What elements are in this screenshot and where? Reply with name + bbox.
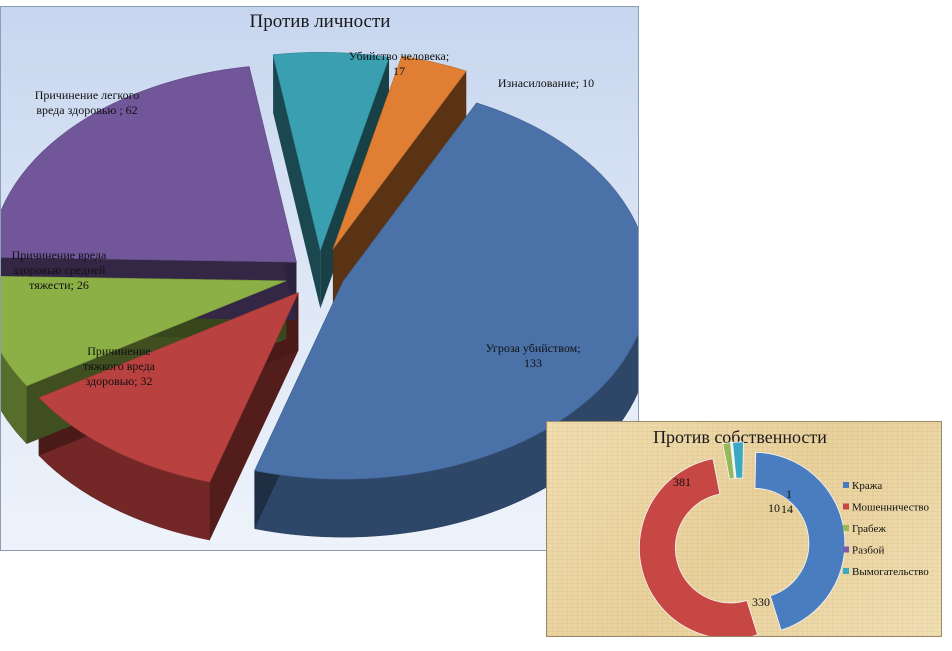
data-label-причинение-легкого-вреда-здоровью: Причинение легкого вреда здоровью ; 62 — [35, 88, 140, 117]
legend-swatch-разбой — [843, 546, 849, 553]
pie-slice-изнасилование — [332, 55, 467, 250]
data-label-мошенничество: 381 — [673, 475, 691, 489]
slice-face-убийство-человека — [273, 54, 321, 309]
data-label-угроза-убийством: Угроза убийством; 133 — [485, 341, 580, 370]
data-label-грабеж: 10 — [768, 501, 780, 515]
pie-slice-причинение-легкого-вреда-здоровью — [1, 66, 297, 263]
data-label-убийство-человека: Убийство человека; 17 — [349, 49, 449, 78]
legend-label-мошенничество: Мошенничество — [852, 502, 930, 514]
legend-swatch-кража — [843, 482, 849, 488]
chart-against-person: Против личности Угроза убийством; 133 Прич… — [0, 6, 639, 551]
data-label-причинение-тяжкого-вреда-здоровью: Причинение тяжкого вреда здоровью; 32 — [83, 344, 156, 388]
pie-slice-причинение-вреда-здоровью-средней-тяжести — [1, 276, 287, 387]
legend-swatch-грабеж — [843, 525, 849, 531]
data-label-причинение-вреда-здоровью-средней-тяжести: Причинение вреда здоровью средней тяжести;… — [12, 248, 107, 292]
donut-slice-вымогательство — [732, 441, 744, 479]
donut-slice-кража — [754, 451, 846, 631]
donut-slice-мошенничество — [638, 458, 759, 636]
donut-slice-разбой — [730, 442, 736, 479]
data-label-вымогательство: 14 — [781, 502, 793, 516]
chart-title: Против собственности — [653, 427, 827, 447]
data-label-кража: 330 — [752, 595, 770, 609]
pie-slice-угроза-убийством — [254, 102, 638, 480]
doughnut-chart-against-property: Против собственности 330 381 10 114 Кража Мо… — [638, 427, 930, 636]
legend-label-кража: Кража — [852, 480, 882, 492]
pie-chart-against-person: Против личности Угроза убийством; 133 Прич… — [1, 11, 638, 541]
data-label-разбой: 1 — [786, 487, 792, 501]
chart-title: Против личности — [250, 11, 391, 32]
legend-label-грабеж: Грабеж — [852, 523, 886, 535]
chart-against-property: Против собственности 330 381 10 1 14 Кража Мо… — [546, 421, 942, 637]
data-label-изнасилование: Изнасилование; 10 — [498, 76, 594, 90]
pie-slice-убийство-человека — [272, 52, 390, 252]
legend-label-вымогательство: Вымогательство — [852, 566, 929, 578]
legend-swatch-мошенничество — [843, 503, 849, 510]
legend-swatch-вымогательство — [843, 568, 849, 574]
donut-slice-грабеж — [722, 442, 735, 480]
slice-face-изнасилование — [332, 71, 467, 308]
legend-label-разбой: Разбой — [852, 545, 884, 557]
pie-slice-причинение-тяжкого-вреда-здоровью — [38, 291, 299, 483]
